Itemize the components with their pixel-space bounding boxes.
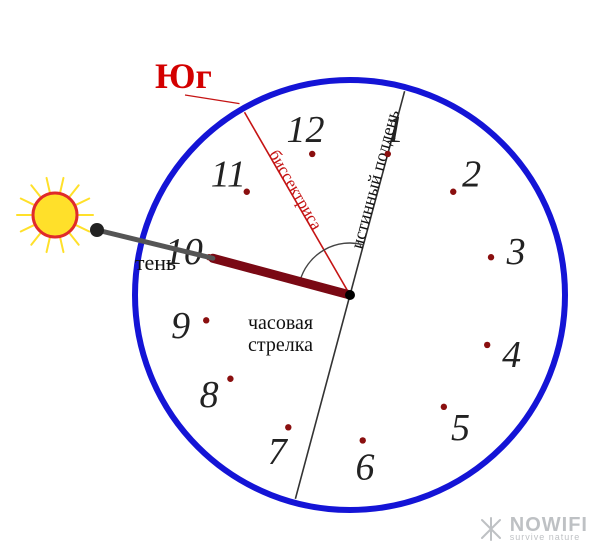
hour-dot [385, 151, 391, 157]
clock-numeral: 12 [286, 109, 324, 151]
clock-numeral: 3 [506, 231, 526, 273]
south-label: Юг [155, 55, 212, 97]
clock-numeral: 6 [355, 447, 374, 489]
hour-dot [484, 342, 490, 348]
sun-ray [47, 178, 50, 192]
watermark-icon [478, 516, 504, 542]
clock-numeral: 1 [385, 109, 404, 151]
sun-ray [77, 225, 90, 231]
hour-dot [360, 437, 366, 443]
sun-icon [33, 193, 77, 237]
clock-numeral: 11 [211, 154, 246, 196]
sun-ray [60, 238, 63, 252]
clock-numeral: 2 [462, 154, 481, 196]
sun-ray [31, 185, 40, 196]
clock-numeral: 7 [268, 431, 289, 473]
hour-dot [203, 317, 209, 323]
sun-ray [70, 234, 79, 245]
clock-numeral: 4 [502, 334, 521, 376]
sun-ray [77, 199, 90, 205]
clock-numeral: 9 [171, 305, 190, 347]
watermark-tagline: survive nature [510, 533, 588, 542]
sun-ray [60, 178, 63, 192]
sun-ray [31, 234, 40, 245]
hour-dot [309, 151, 315, 157]
hour-hand-label: стрелка [248, 334, 313, 356]
shadow-label: тень [135, 250, 176, 275]
diagram-stage: истинный полденьбиссектриса1212345678910… [0, 0, 600, 550]
hour-dot [227, 376, 233, 382]
hour-hand-label: часовая [248, 312, 313, 334]
sun-ray [21, 225, 34, 231]
clock-numeral: 8 [200, 374, 219, 416]
hour-dot [488, 254, 494, 260]
diagram-svg: истинный полденьбиссектриса1212345678910… [0, 0, 600, 550]
center-dot [345, 290, 355, 300]
sun-ray [21, 199, 34, 205]
clock-numeral: 5 [451, 407, 470, 449]
sun-ray [70, 185, 79, 196]
hour-dot [441, 404, 447, 410]
hour-dot [285, 424, 291, 430]
hour-dot [450, 189, 456, 195]
shadow-tip [90, 223, 104, 237]
sun-ray [47, 238, 50, 252]
watermark: NOWIFI survive nature [478, 515, 588, 542]
